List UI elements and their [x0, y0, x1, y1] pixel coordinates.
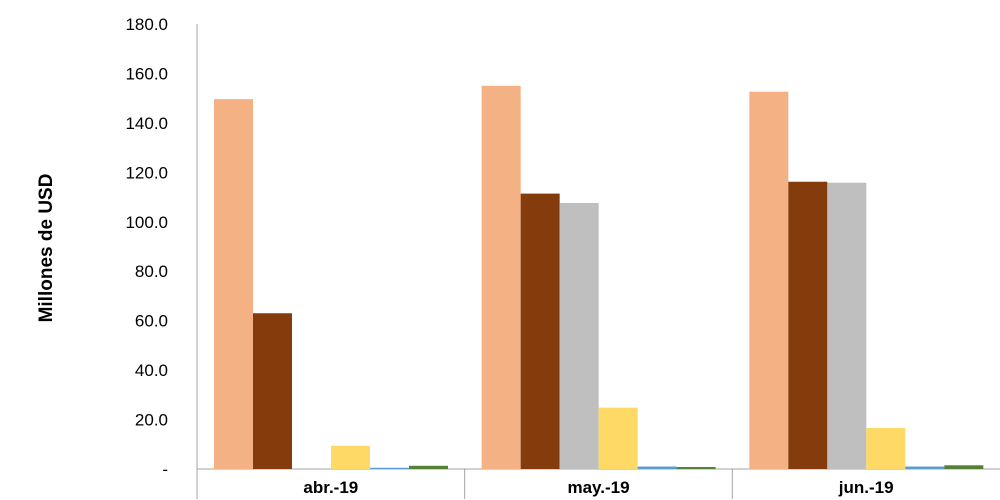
x-category-label: jun.-19: [838, 478, 894, 497]
bar: [749, 91, 789, 469]
bar: [788, 181, 828, 469]
y-tick-label: 80.0: [135, 262, 168, 281]
y-axis-label: Millones de USD: [36, 174, 57, 323]
y-tick-label: 120.0: [125, 163, 168, 182]
bar: [676, 467, 716, 469]
bar: [598, 407, 638, 469]
y-tick-label: -: [162, 460, 168, 479]
bar: [559, 202, 599, 469]
bar: [331, 445, 370, 469]
y-tick-label: 160.0: [125, 64, 168, 83]
bar: [409, 465, 448, 469]
bar: [520, 193, 560, 469]
bar: [866, 427, 906, 469]
bar: [481, 85, 521, 470]
y-tick-label: 140.0: [125, 114, 168, 133]
bar: [214, 99, 253, 470]
bar: [827, 182, 867, 469]
bar: [637, 466, 677, 469]
bar: [370, 467, 409, 469]
y-tick-label: 20.0: [135, 411, 168, 430]
y-tick-label: 180.0: [125, 15, 168, 34]
x-axis: abr.-19 may.-19 jun.-19: [197, 468, 1000, 499]
y-tick-label: 60.0: [135, 312, 168, 331]
bars: [214, 85, 984, 470]
x-category-label: may.-19: [567, 478, 629, 497]
y-tick-label: 100.0: [125, 213, 168, 232]
x-category-label: abr.-19: [303, 478, 358, 497]
bar: [253, 313, 292, 469]
bar: [905, 466, 945, 469]
bar: [944, 465, 984, 469]
y-tick-label: 40.0: [135, 361, 168, 380]
y-axis: - 20.0 40.0 60.0 80.0 100.0 120.0 140.0 160.0 180…: [125, 15, 198, 499]
